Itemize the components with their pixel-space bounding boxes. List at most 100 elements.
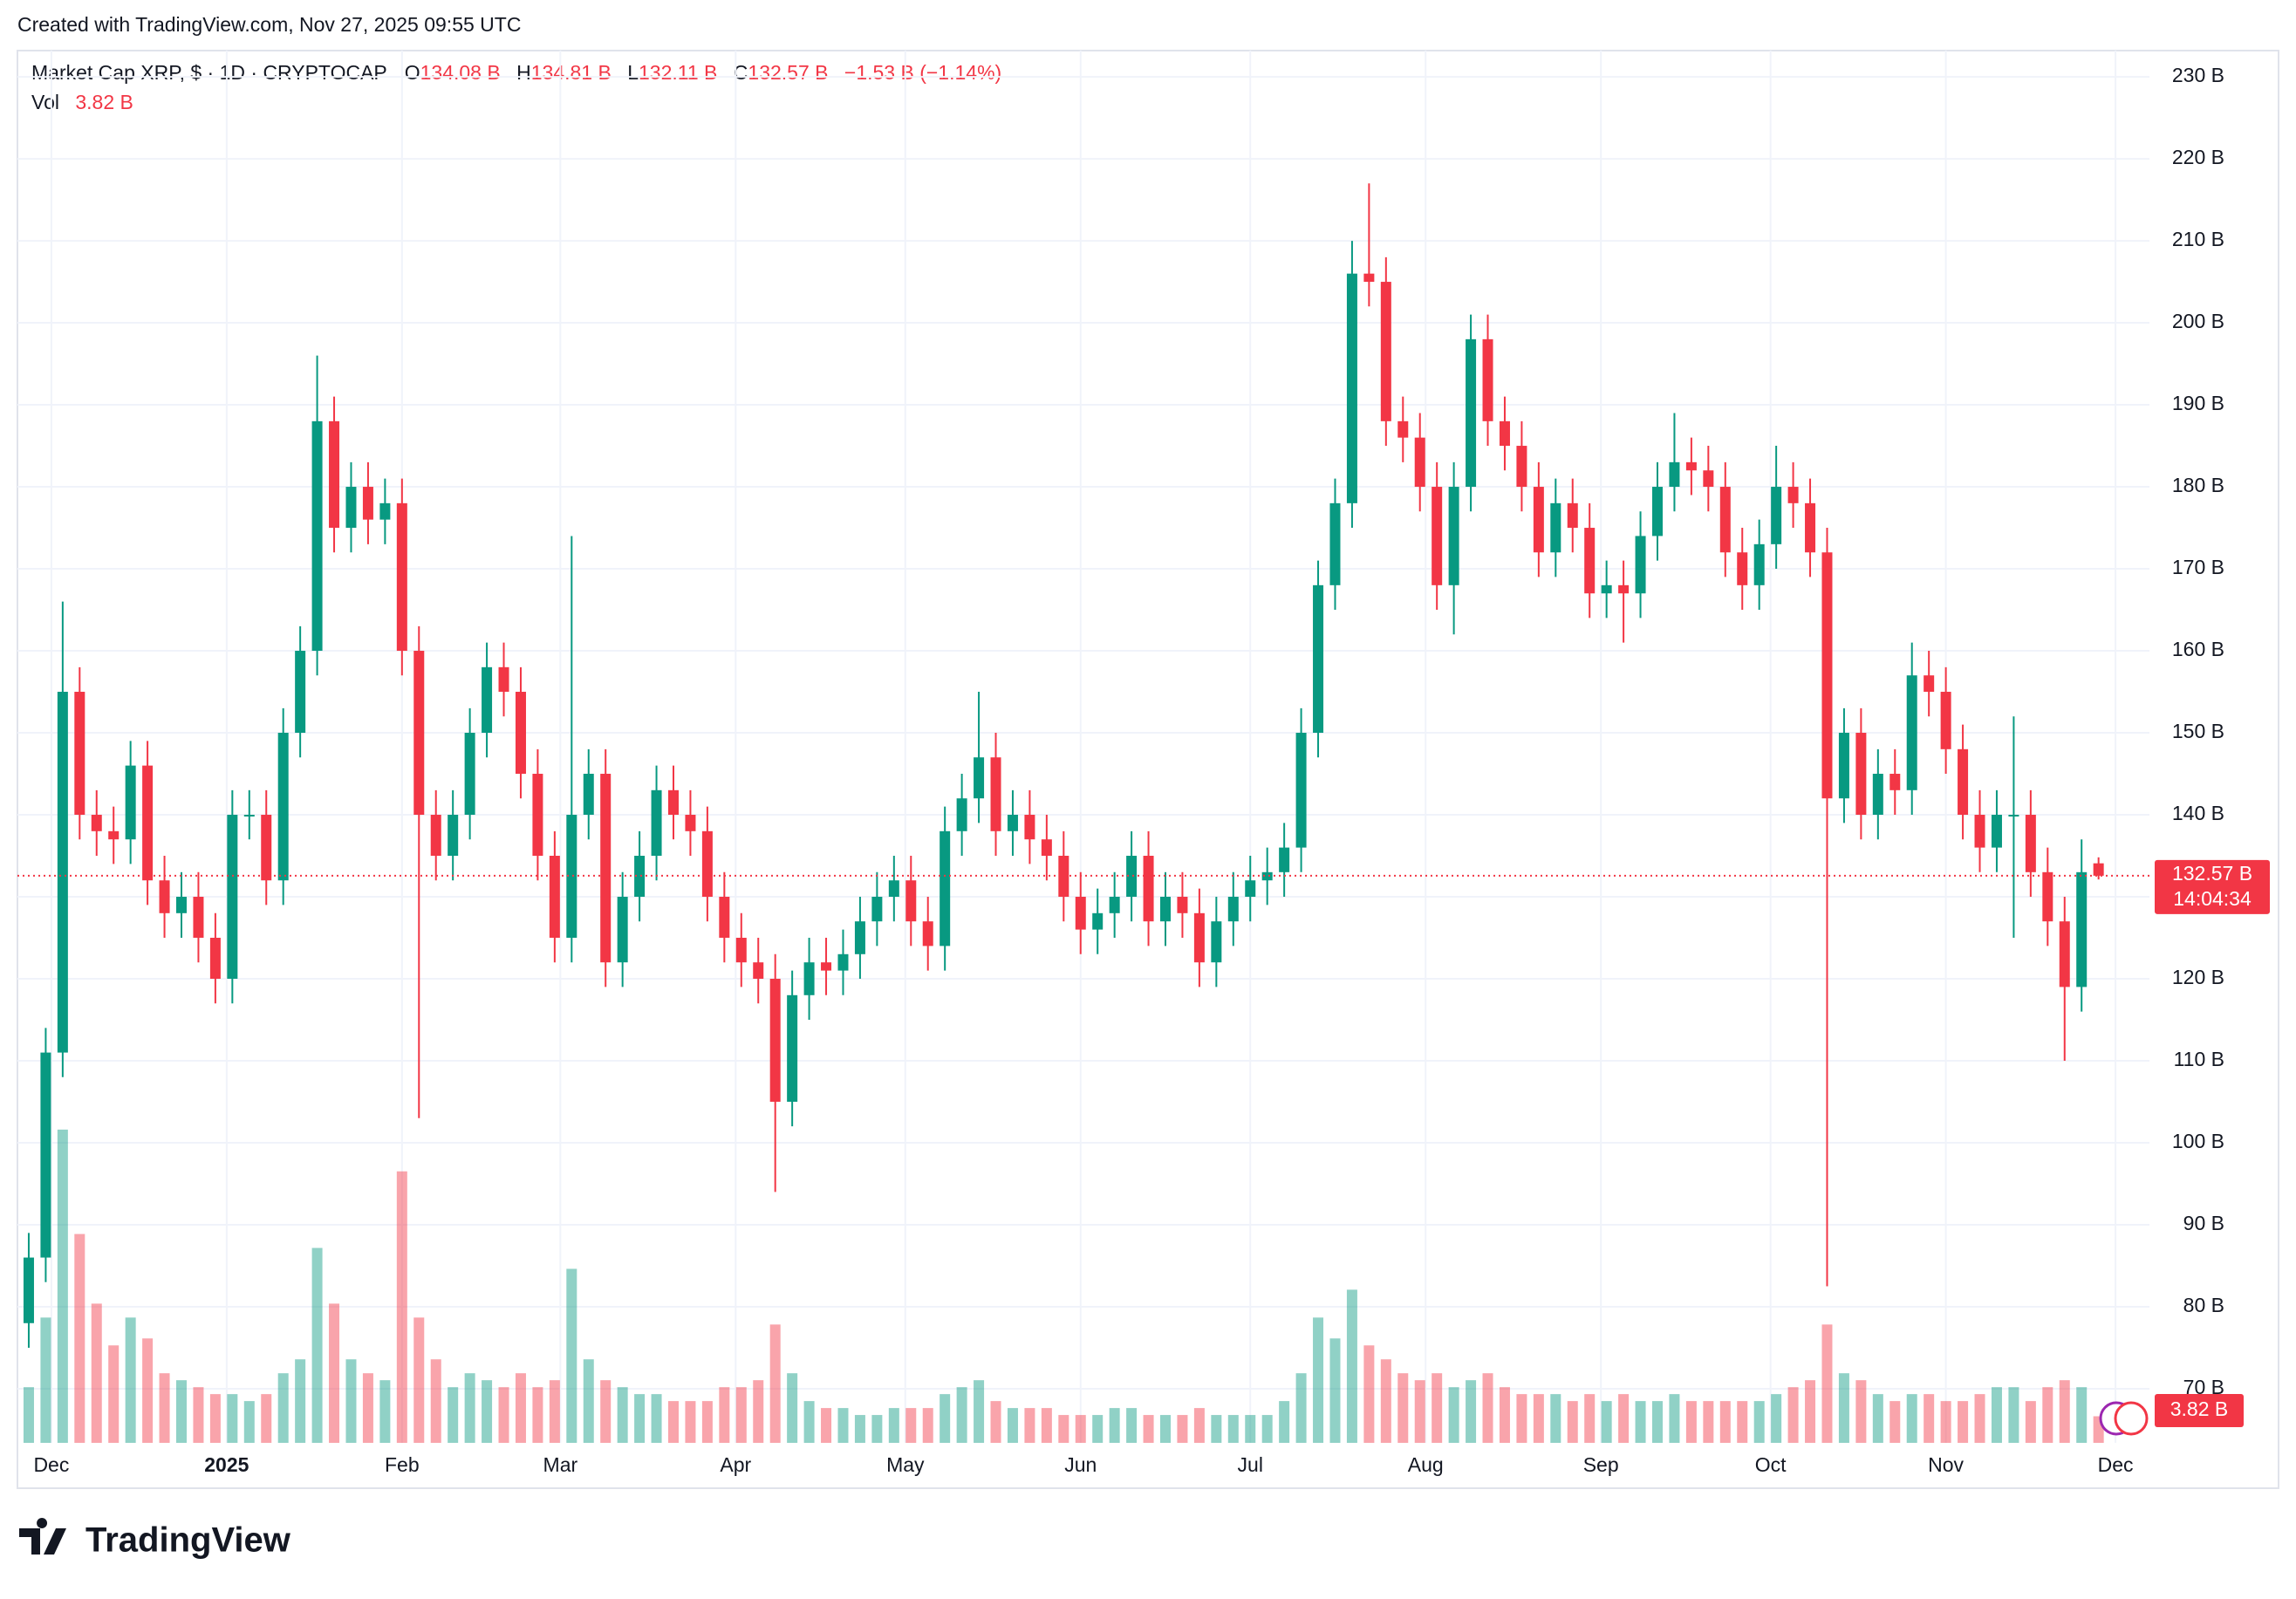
x-tick-label: Aug	[1408, 1453, 1444, 1476]
volume-bar	[515, 1373, 526, 1443]
candle-body	[396, 502, 407, 652]
volume-bar	[1855, 1380, 1867, 1443]
candle-body	[1261, 871, 1273, 881]
volume-bar	[1787, 1387, 1799, 1443]
volume-bar	[1279, 1401, 1290, 1443]
volume-bar	[1193, 1408, 1205, 1443]
x-tick-label: Sep	[1583, 1453, 1619, 1476]
candle-body	[1516, 446, 1527, 488]
candle-body	[837, 953, 849, 971]
volume-bar	[261, 1394, 272, 1443]
candle-body	[23, 1257, 34, 1323]
open-value: 134.08 B	[420, 61, 501, 84]
candle-body	[735, 938, 747, 963]
volume-bar	[1058, 1415, 1069, 1443]
candle-body	[1346, 273, 1357, 503]
x-tick-label: Jun	[1064, 1453, 1097, 1476]
brand-logo: TradingView	[19, 1518, 291, 1560]
volume-bar	[668, 1401, 679, 1443]
candle-body	[1007, 815, 1018, 831]
volume-bar	[787, 1373, 798, 1443]
y-tick-label: 210 B	[2172, 228, 2224, 250]
symbol-title: Market Cap XRP, $ · 1D · CRYPTOCAP	[31, 61, 386, 84]
volume-bar	[651, 1394, 662, 1443]
candle-body	[668, 789, 679, 816]
volume-bar	[1329, 1338, 1341, 1443]
volume-bar	[1906, 1394, 1917, 1443]
volume-bar	[1466, 1380, 1477, 1443]
x-tick-label: Dec	[2098, 1453, 2134, 1476]
candle-body	[1024, 815, 1035, 840]
candle-body	[1787, 487, 1799, 503]
volume-bar	[1567, 1401, 1578, 1443]
candle-body	[1058, 856, 1069, 898]
candle-body	[1872, 774, 1883, 816]
candle-body	[566, 815, 577, 939]
candle-body	[1295, 733, 1307, 848]
candle-body	[974, 757, 985, 799]
candle-body	[803, 962, 815, 995]
volume-bar	[1838, 1373, 1849, 1443]
volume-bar	[1991, 1387, 2002, 1443]
volume-bar	[1160, 1415, 1171, 1443]
y-tick-label: 150 B	[2172, 720, 2224, 742]
candle-body	[634, 856, 646, 898]
candle-body	[209, 938, 221, 979]
volume-bar	[345, 1359, 357, 1443]
x-tick-label: 2025	[204, 1453, 249, 1476]
candle-body	[1635, 536, 1646, 594]
candle-body	[1092, 912, 1104, 930]
volume-bar	[1737, 1401, 1748, 1443]
volume-bar	[753, 1380, 764, 1443]
candle-body	[1177, 897, 1188, 913]
candle-body	[261, 815, 272, 881]
candle-body	[1397, 420, 1409, 438]
candle-body	[617, 897, 628, 963]
volume-bar	[1550, 1394, 1561, 1443]
candle-body	[1193, 912, 1205, 963]
y-tick-label: 90 B	[2183, 1212, 2224, 1234]
candle-body	[922, 921, 933, 946]
volume-bar	[871, 1415, 883, 1443]
countdown-label: 14:04:34	[2173, 887, 2252, 910]
x-tick-label: Feb	[385, 1453, 420, 1476]
volume-bar	[1346, 1289, 1357, 1443]
volume-bar	[1958, 1401, 1969, 1443]
volume-bar	[735, 1387, 747, 1443]
candle-body	[888, 880, 899, 898]
candle-body	[311, 420, 323, 652]
volume-bar	[1007, 1408, 1018, 1443]
volume-bar	[1821, 1324, 1833, 1443]
y-tick-label: 110 B	[2174, 1048, 2224, 1070]
volume-bar	[1584, 1394, 1596, 1443]
volume-bar	[634, 1394, 646, 1443]
candle-body	[91, 815, 102, 831]
volume-bar	[413, 1317, 425, 1443]
last-price-label: 132.57 B	[2172, 862, 2252, 885]
volume-bar	[1669, 1394, 1680, 1443]
volume-bar	[498, 1387, 509, 1443]
chart-frame	[17, 50, 2279, 1489]
candle-body	[1075, 897, 1086, 930]
candle-body	[1380, 282, 1391, 421]
created-note: Created with TradingView.com, Nov 27, 20…	[17, 13, 521, 36]
candle-body	[1940, 692, 1951, 749]
candle-body	[940, 830, 951, 946]
y-tick-label: 100 B	[2172, 1130, 2224, 1152]
candle-body	[176, 897, 187, 913]
candle-body	[2025, 815, 2036, 872]
candle-body	[1703, 470, 1714, 488]
x-tick-label: Dec	[33, 1453, 69, 1476]
change-value: −1.53 B (−1.14%)	[844, 61, 1001, 84]
candle-body	[125, 765, 136, 840]
volume-bar	[362, 1373, 373, 1443]
candle-body	[1685, 461, 1697, 471]
volume-bar	[209, 1394, 221, 1443]
candle-body	[1227, 897, 1239, 922]
low-value: 132.11 B	[639, 61, 717, 84]
candle-body	[1821, 552, 1833, 799]
candle-body	[1906, 675, 1917, 790]
volume-bar	[1703, 1401, 1714, 1443]
candle-body	[651, 789, 662, 857]
x-tick-label: Apr	[720, 1453, 751, 1476]
